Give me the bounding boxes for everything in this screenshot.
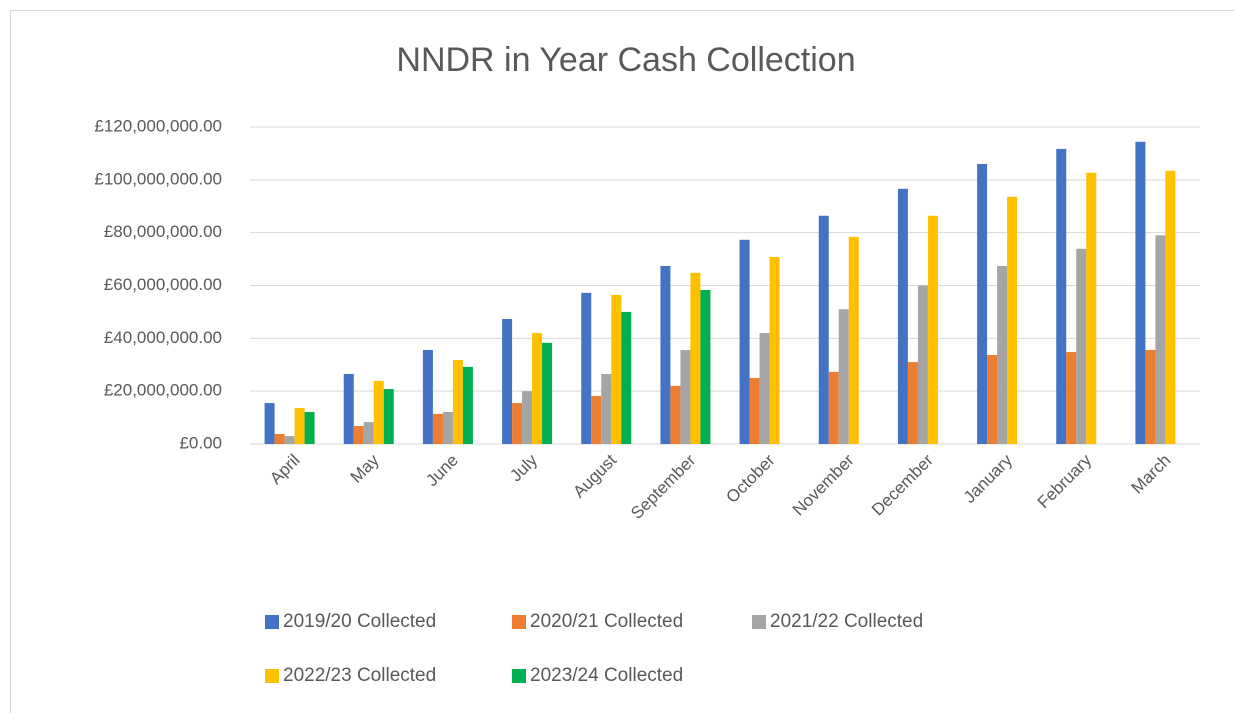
bar	[759, 333, 770, 444]
bar	[581, 292, 592, 444]
bar	[818, 215, 829, 444]
x-tick-label: March	[1128, 451, 1175, 498]
bar	[304, 412, 315, 444]
bar	[749, 377, 760, 444]
bar	[274, 433, 285, 444]
x-tick-label: April	[266, 451, 303, 488]
x-tick-label: January	[960, 450, 1017, 507]
bar	[422, 349, 433, 444]
bar	[601, 373, 612, 444]
x-tick-label: February	[1034, 450, 1096, 512]
bar	[264, 403, 275, 444]
bar	[700, 289, 711, 444]
y-tick-label: £60,000,000.00	[104, 275, 222, 294]
bar	[1135, 141, 1146, 444]
bar	[1056, 148, 1067, 444]
x-tick-label: July	[506, 450, 541, 485]
bar	[848, 236, 859, 444]
x-tick-label: June	[422, 451, 462, 491]
bar	[997, 265, 1008, 444]
y-tick-label: £20,000,000.00	[104, 381, 222, 400]
bar	[542, 342, 553, 444]
x-tick-label: November	[789, 450, 858, 519]
legend-swatch	[512, 615, 526, 629]
bar	[987, 354, 998, 444]
bar	[432, 413, 443, 444]
bar	[591, 395, 602, 444]
y-tick-label: £120,000,000.00	[94, 116, 222, 135]
x-tick-label: August	[569, 450, 620, 501]
bar	[838, 309, 849, 444]
bar	[670, 385, 681, 444]
legend-label: 2021/22 Collected	[770, 611, 923, 632]
bar	[1155, 235, 1166, 444]
bar	[1066, 352, 1077, 444]
bar	[284, 436, 295, 444]
bar	[977, 163, 988, 444]
bar	[452, 359, 463, 444]
bar	[927, 215, 938, 444]
bar	[1007, 196, 1018, 444]
bar	[690, 272, 701, 444]
bar	[532, 333, 543, 444]
x-tick-label: October	[722, 450, 778, 506]
bar	[383, 389, 394, 444]
bar	[660, 265, 671, 444]
bar	[1086, 172, 1097, 444]
bar	[343, 373, 354, 444]
x-tick-label: December	[868, 450, 937, 519]
bar	[907, 362, 918, 444]
legend-label: 2020/21 Collected	[530, 611, 683, 632]
bar	[373, 380, 384, 444]
bar	[680, 349, 691, 444]
legend-swatch	[265, 615, 279, 629]
y-tick-label: £0.00	[179, 433, 222, 452]
legend-swatch	[752, 615, 766, 629]
bar	[769, 256, 780, 444]
chart-title: NNDR in Year Cash Collection	[396, 41, 855, 79]
y-tick-label: £100,000,000.00	[94, 169, 222, 188]
bar	[522, 391, 533, 444]
bar	[828, 371, 839, 444]
bar	[917, 285, 928, 444]
bar	[1145, 349, 1156, 444]
bar	[897, 188, 908, 444]
bar	[1165, 170, 1176, 444]
x-tick-label: May	[347, 450, 383, 486]
bar	[739, 239, 750, 444]
legend-label: 2022/23 Collected	[283, 665, 436, 686]
chart-border	[10, 10, 1234, 713]
legend-label: 2019/20 Collected	[283, 611, 436, 632]
bar	[1076, 248, 1087, 444]
bar	[621, 311, 632, 444]
legend-swatch	[512, 669, 526, 683]
bar	[462, 366, 473, 444]
bar	[442, 412, 453, 444]
bar	[353, 426, 364, 444]
bar	[363, 422, 374, 444]
y-tick-label: £40,000,000.00	[104, 328, 222, 347]
bar	[512, 403, 523, 444]
x-tick-label: September	[627, 450, 699, 522]
legend-label: 2023/24 Collected	[530, 665, 683, 686]
y-tick-label: £80,000,000.00	[104, 222, 222, 241]
bar	[502, 319, 513, 444]
bar	[294, 408, 305, 444]
legend-swatch	[265, 669, 279, 683]
bar	[611, 295, 622, 444]
